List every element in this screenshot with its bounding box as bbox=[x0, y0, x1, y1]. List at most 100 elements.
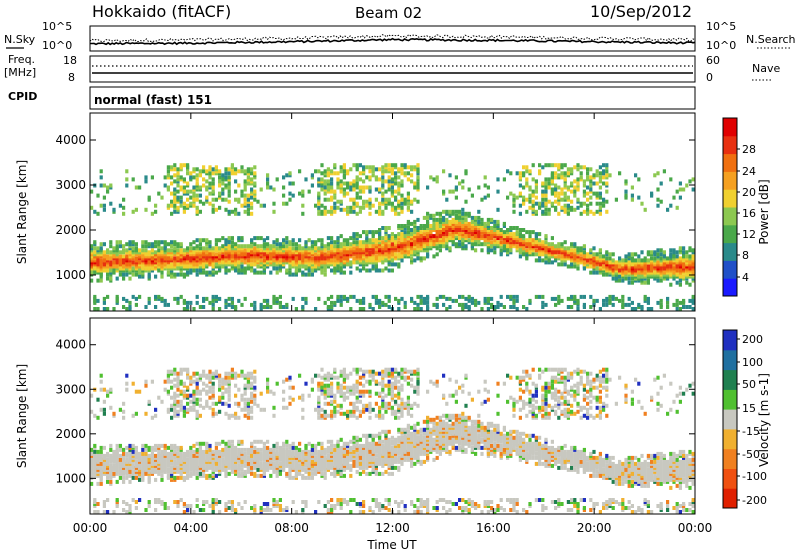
power-cell bbox=[512, 298, 516, 303]
power-cell bbox=[509, 238, 513, 243]
power-cell bbox=[589, 167, 593, 172]
power-cell bbox=[518, 238, 522, 243]
power-cell bbox=[227, 296, 231, 301]
velocity-cell bbox=[253, 375, 257, 380]
power-cell bbox=[672, 248, 676, 253]
power-cell bbox=[416, 175, 420, 180]
power-cell bbox=[522, 195, 526, 200]
power-cell bbox=[365, 185, 369, 190]
velocity-cell bbox=[234, 508, 238, 512]
power-cell bbox=[637, 270, 641, 275]
power-cell bbox=[186, 305, 190, 309]
velocity-cell bbox=[122, 409, 126, 414]
power-cell bbox=[301, 305, 305, 309]
velocity-cell bbox=[192, 443, 196, 448]
power-cell bbox=[544, 240, 548, 245]
power-cell bbox=[186, 165, 190, 170]
velocity-cell bbox=[157, 443, 161, 448]
power-cell bbox=[381, 179, 385, 184]
power-cell bbox=[384, 238, 388, 243]
velocity-cell bbox=[202, 449, 206, 454]
power-cell bbox=[390, 189, 394, 194]
power-cell bbox=[554, 302, 558, 307]
power-cell bbox=[448, 224, 452, 228]
power-cell bbox=[397, 175, 401, 180]
velocity-cell bbox=[90, 447, 94, 452]
power-cell bbox=[483, 238, 487, 243]
power-cell bbox=[454, 213, 458, 218]
power-cell bbox=[365, 199, 369, 204]
velocity-cell bbox=[250, 375, 254, 380]
power-cell bbox=[138, 248, 142, 253]
power-cell bbox=[109, 276, 113, 281]
power-cell bbox=[675, 189, 679, 194]
power-cell bbox=[182, 209, 186, 214]
power-cell bbox=[486, 307, 490, 311]
power-cell bbox=[160, 254, 164, 259]
power-cell bbox=[278, 305, 282, 309]
power-cell bbox=[454, 242, 458, 247]
power-cell bbox=[368, 197, 372, 202]
power-cell bbox=[330, 169, 334, 174]
velocity-cell bbox=[176, 387, 180, 392]
power-cell bbox=[685, 254, 689, 259]
power-cell bbox=[650, 270, 654, 275]
power-cell bbox=[397, 224, 401, 228]
velocity-cell bbox=[230, 443, 234, 448]
power-cell bbox=[678, 282, 682, 287]
velocity-cell bbox=[253, 385, 257, 390]
power-cell bbox=[211, 171, 215, 176]
power-cell bbox=[141, 248, 145, 253]
velocity-cell bbox=[224, 508, 228, 512]
power-cell bbox=[301, 254, 305, 259]
power-cell bbox=[170, 262, 174, 267]
velocity-cell bbox=[205, 389, 209, 394]
power-cell bbox=[176, 205, 180, 210]
power-cell bbox=[134, 207, 138, 212]
power-cell bbox=[304, 264, 308, 269]
power-cell bbox=[269, 254, 273, 259]
power-cell bbox=[637, 254, 641, 259]
velocity-cell bbox=[205, 373, 209, 378]
power-cell bbox=[154, 203, 158, 208]
power-cell bbox=[397, 181, 401, 186]
power-cell bbox=[406, 177, 410, 182]
power-cell bbox=[534, 195, 538, 200]
power-cell bbox=[656, 264, 660, 269]
power-cell bbox=[422, 256, 426, 261]
power-cell bbox=[275, 177, 279, 182]
power-cell bbox=[358, 254, 362, 259]
power-cell bbox=[112, 207, 116, 212]
power-cell bbox=[240, 254, 244, 259]
power-cell bbox=[413, 228, 417, 232]
power-cell bbox=[246, 254, 250, 259]
power-cell bbox=[237, 236, 241, 241]
velocity-cell bbox=[182, 405, 186, 410]
power-cell bbox=[534, 258, 538, 263]
power-cell bbox=[288, 171, 292, 176]
power-cell bbox=[144, 305, 148, 309]
power-cell bbox=[598, 248, 602, 253]
velocity-cell bbox=[221, 439, 225, 444]
power-cell bbox=[102, 203, 106, 208]
power-cell bbox=[426, 246, 430, 251]
power-cell bbox=[419, 224, 423, 228]
power-cell bbox=[464, 296, 468, 301]
velocity-cell bbox=[144, 451, 148, 456]
power-cell bbox=[336, 205, 340, 210]
velocity-cell bbox=[109, 387, 113, 392]
power-cell bbox=[486, 230, 490, 235]
power-cell bbox=[150, 264, 154, 269]
power-cell bbox=[160, 296, 164, 301]
power-cell bbox=[406, 219, 410, 224]
power-cell bbox=[454, 175, 458, 180]
velocity-cell bbox=[122, 401, 126, 406]
power-cell bbox=[381, 246, 385, 251]
power-cell bbox=[586, 171, 590, 176]
power-cell bbox=[454, 224, 458, 228]
power-cell bbox=[118, 254, 122, 259]
velocity-cell bbox=[102, 445, 106, 450]
power-cell bbox=[554, 246, 558, 251]
velocity-cell bbox=[259, 447, 263, 452]
